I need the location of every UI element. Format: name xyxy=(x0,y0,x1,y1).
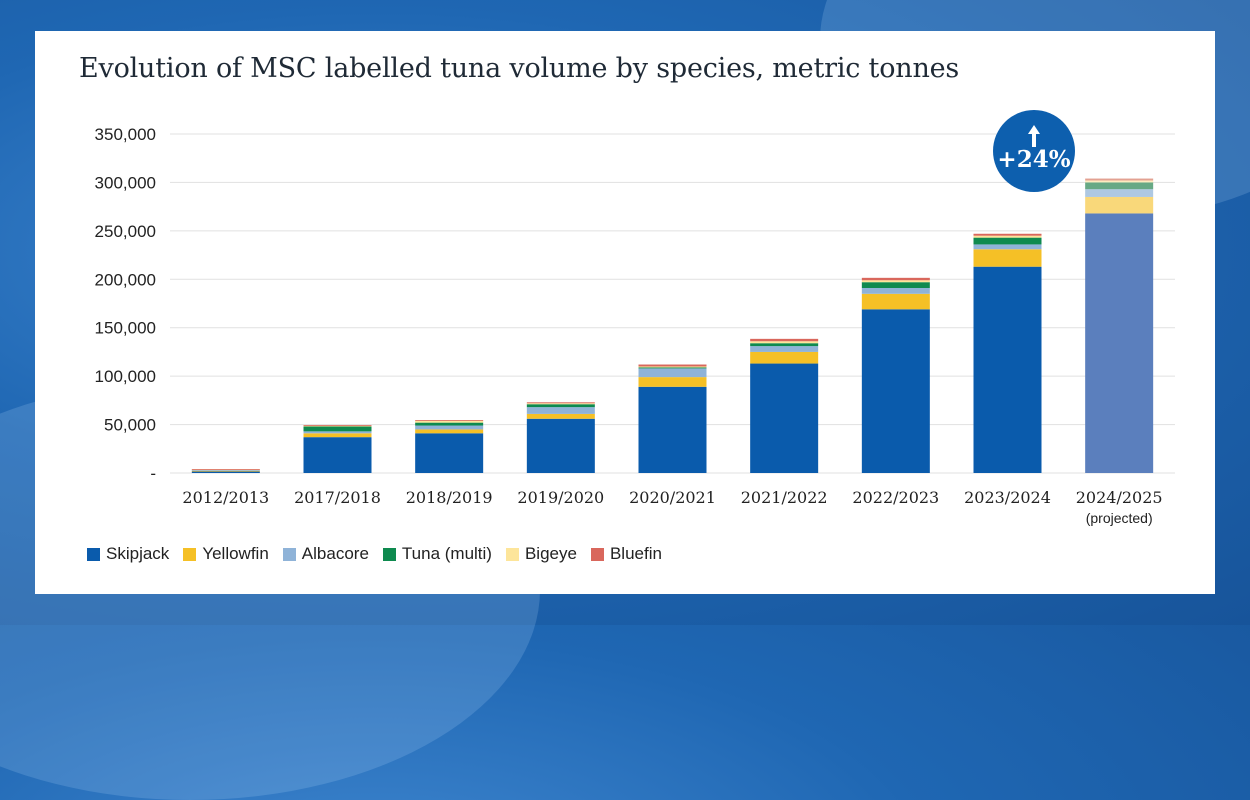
x-tick-label: 2023/2024 xyxy=(964,488,1051,507)
bar-segment-yellowfin xyxy=(1085,196,1154,214)
legend-swatch xyxy=(590,547,604,561)
bar-segment-bigeye xyxy=(415,420,484,423)
bar-segment-albacore xyxy=(415,425,484,430)
bar-segment-albacore xyxy=(191,470,260,471)
y-tick-label: 100,000 xyxy=(95,367,156,386)
bar-segment-yellowfin xyxy=(861,293,930,310)
bar-segment-bluefin xyxy=(303,425,372,426)
bar-segment-tuna-multi xyxy=(415,422,484,426)
bar-segment-skipjack xyxy=(415,433,484,473)
bar-segment-tuna-multi xyxy=(638,367,707,369)
bar-segment-bigeye xyxy=(1085,180,1154,183)
bar-segment-skipjack xyxy=(750,363,819,473)
x-tick-label: 2021/2022 xyxy=(741,488,828,507)
up-arrow-icon xyxy=(1028,125,1040,147)
bar-segment-yellowfin xyxy=(191,470,260,472)
bar-segment-skipjack xyxy=(526,418,595,473)
bar-segment-bigeye xyxy=(750,341,819,344)
bar-segment-albacore xyxy=(973,244,1042,250)
legend-swatch xyxy=(87,547,100,561)
bar-segment-tuna-multi xyxy=(526,404,595,408)
bar-segment-bigeye xyxy=(861,280,930,283)
legend-item: Bigeye xyxy=(505,544,577,564)
x-tick-sublabel: (projected) xyxy=(1086,510,1153,526)
legend-label: Bluefin xyxy=(609,544,662,563)
y-tick-label: 350,000 xyxy=(95,125,156,144)
bar-segment-tuna-multi xyxy=(973,237,1042,245)
bar-segment-bluefin xyxy=(191,469,260,470)
bar-segment-tuna-multi xyxy=(861,282,930,289)
chart-title: Evolution of MSC labelled tuna volume by… xyxy=(79,53,960,84)
legend-swatch xyxy=(382,547,396,561)
x-tick-label: 2017/2018 xyxy=(294,488,381,507)
y-tick-label: 300,000 xyxy=(95,173,156,192)
bar-segment-bigeye xyxy=(303,425,372,427)
bar-segment-skipjack xyxy=(861,309,930,473)
bar-segment-skipjack xyxy=(638,386,707,473)
y-tick-label: 250,000 xyxy=(95,222,156,241)
bar-segment-skipjack xyxy=(303,437,372,473)
bar-segment-albacore xyxy=(526,407,595,414)
growth-badge: +24% xyxy=(993,110,1075,192)
bar-segment-yellowfin xyxy=(750,351,819,364)
x-tick-label: 2018/2019 xyxy=(406,488,493,507)
y-tick-label: - xyxy=(150,464,156,483)
x-tick-label: 2024/2025 xyxy=(1076,488,1163,507)
bar-segment-albacore xyxy=(638,368,707,378)
legend-item: Tuna (multi) xyxy=(382,544,492,564)
growth-badge-text: +24% xyxy=(997,146,1071,173)
bar-segment-bluefin xyxy=(415,420,484,421)
y-tick-label: 50,000 xyxy=(104,416,156,435)
bar-segment-albacore xyxy=(303,431,372,434)
legend-swatch xyxy=(505,547,519,561)
legend-label: Yellowfin xyxy=(202,544,269,563)
x-tick-label: 2012/2013 xyxy=(182,488,269,507)
legend-label: Bigeye xyxy=(524,544,577,563)
bar-segment-albacore xyxy=(1085,189,1154,197)
bar-segment-bluefin xyxy=(750,338,819,342)
legend-label: Tuna (multi) xyxy=(401,544,492,563)
bar-segment-tuna-multi xyxy=(1085,182,1154,190)
legend-swatch xyxy=(183,547,197,561)
bar-segment-skipjack xyxy=(973,266,1042,473)
bar-segment-bluefin xyxy=(638,364,707,367)
legend-label: Albacore xyxy=(301,544,369,563)
legend-item: Bluefin xyxy=(590,544,662,564)
bar-segment-yellowfin xyxy=(638,377,707,387)
stacked-bar-chart: - 50,000 100,000 150,000 200,000 250,000 300,0… xyxy=(95,125,1175,526)
bar-segment-bluefin xyxy=(1085,178,1154,181)
bar-segment-bigeye xyxy=(973,235,1042,238)
bar-segment-albacore xyxy=(861,288,930,294)
bar-segment-bluefin xyxy=(973,233,1042,236)
legend-item: Albacore xyxy=(282,544,369,564)
bar-segment-yellowfin xyxy=(303,433,372,438)
legend-item: Skipjack xyxy=(87,544,169,564)
bar-segment-yellowfin xyxy=(415,429,484,434)
y-tick-label: 200,000 xyxy=(95,270,156,289)
chart-card: Evolution of MSC labelled tuna volume by… xyxy=(35,31,1215,594)
x-tick-label: 2022/2023 xyxy=(852,488,939,507)
chart-legend: Skipjack Yellowfin Albacore Tuna (multi) Big… xyxy=(87,544,676,564)
bar-segment-skipjack xyxy=(191,471,260,473)
y-tick-label: 150,000 xyxy=(95,319,156,338)
x-tick-label: 2019/2020 xyxy=(517,488,604,507)
bar-segment-tuna-multi xyxy=(750,343,819,347)
legend-swatch xyxy=(282,547,296,561)
bar-segment-albacore xyxy=(750,346,819,352)
legend-label: Skipjack xyxy=(106,544,170,563)
bar-segment-bigeye xyxy=(638,366,707,368)
bar-segment-skipjack xyxy=(1085,213,1154,473)
bar-segment-yellowfin xyxy=(973,249,1042,267)
bar-segment-tuna-multi xyxy=(303,426,372,432)
bar-segment-bluefin xyxy=(526,402,595,404)
bar-segment-yellowfin xyxy=(526,413,595,419)
x-tick-label: 2020/2021 xyxy=(629,488,716,507)
bar-segment-bigeye xyxy=(526,403,595,405)
bar-segment-bluefin xyxy=(861,277,930,281)
legend-item: Yellowfin xyxy=(183,544,269,564)
